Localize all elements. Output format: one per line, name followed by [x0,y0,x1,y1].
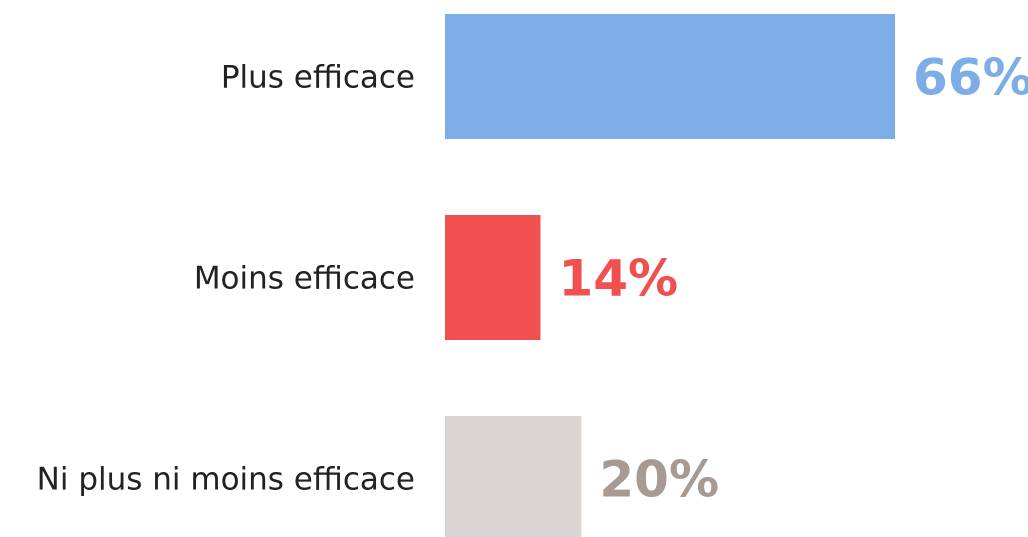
category-label: Plus efficace [221,60,415,96]
bar [445,14,895,139]
bars: Plus efficace 66% Moins efficace 14% Ni plus… [37,14,1028,537]
category-label: Ni plus ni moins efficace [37,462,415,498]
category-label: Moins efficace [194,261,415,297]
value-label: 20% [599,451,719,509]
value-label: 14% [558,250,678,308]
bar [445,416,582,537]
value-label: 66% [913,49,1028,107]
bar [445,215,541,340]
